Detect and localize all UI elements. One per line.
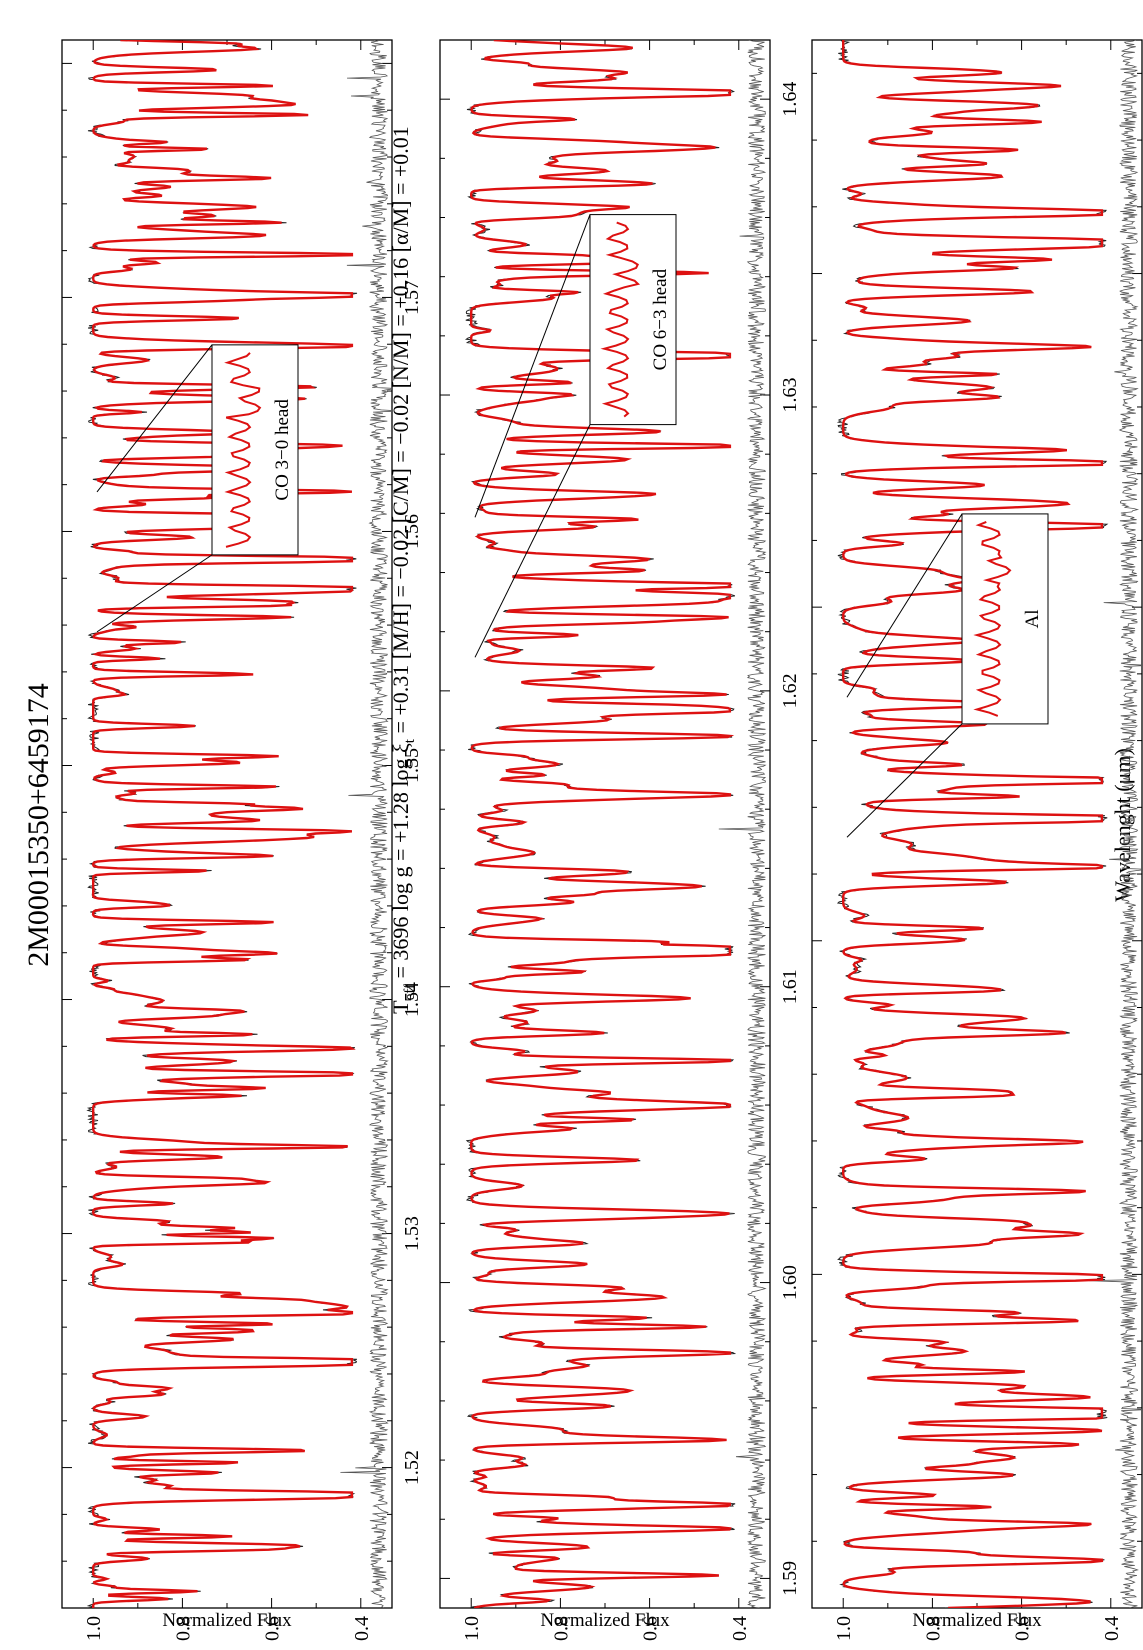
inset-3: Al <box>846 513 1049 838</box>
inset-label: Al <box>1022 609 1043 628</box>
y-tick-label: 1.0 <box>833 1616 855 1641</box>
inset-connector <box>96 554 213 633</box>
residual-line <box>340 40 392 1608</box>
inset-connector <box>474 214 591 518</box>
inset-2: CO 6−3 head <box>474 214 677 658</box>
spectrum-panel-1: 1.52 1.53 1.54 1.55 1.56 1.57 0.4 0.6 0.8 1.0 Norm… <box>61 39 423 1641</box>
inset-label: CO 6−3 head <box>650 268 671 370</box>
inset-1: CO 3−0 head <box>96 344 299 633</box>
y-tick-label: 0.4 <box>1101 1616 1123 1641</box>
x-tick-label: 1.56 <box>401 514 423 549</box>
x-tick-label: 1.63 <box>779 378 801 413</box>
y-tick-label: 0.6 <box>640 1616 662 1641</box>
param-teff-label: T <box>388 1000 413 1014</box>
param-teff-sub: eff <box>402 984 418 1000</box>
y-tick-label: 0.8 <box>172 1616 194 1641</box>
y-tick-label: 1.0 <box>461 1616 483 1641</box>
param-xi-sub: t <box>402 738 418 743</box>
y-tick-label: 0.4 <box>351 1616 373 1641</box>
y-axis-label: Normalized Flux <box>162 1610 292 1631</box>
inset-connector <box>96 344 213 493</box>
x-tick-label: 1.59 <box>779 1561 801 1596</box>
inset-connector <box>474 424 591 658</box>
x-tick-label: 1.53 <box>401 1216 423 1251</box>
x-tick-label: 1.54 <box>401 982 423 1017</box>
x-tick-label: 1.55 <box>401 748 423 783</box>
y-tick-label: 0.6 <box>262 1616 284 1641</box>
y-tick-label: 0.6 <box>1012 1616 1034 1641</box>
x-tick-label: 1.62 <box>779 673 801 708</box>
panel-frame <box>61 39 393 1609</box>
figure-title: 2M00015350+6459174 <box>22 683 55 967</box>
inset-spectrum-line <box>224 352 262 548</box>
inset-connector <box>846 723 963 838</box>
spectrum-panel-3: 1.651.661.671.681.690.40.60.81.0Normaliz… <box>811 39 1143 1641</box>
inset-frame <box>589 214 677 426</box>
x-tick-label: 1.60 <box>779 1265 801 1300</box>
spectrum-panel-2: 1.59 1.60 1.61 1.62 1.63 1.64 0.4 0.6 0.8 1.0 Norm… <box>439 39 801 1641</box>
y-tick-label: 0.4 <box>729 1616 751 1641</box>
stellar-parameters: Teff = 3696 log g = +1.28 log ξt = +0.31… <box>388 126 418 1014</box>
inset-frame <box>211 344 299 556</box>
model-spectrum-line <box>91 40 356 1608</box>
inset-spectrum-line <box>600 221 641 418</box>
residual-line <box>1089 40 1142 1608</box>
y-tick-label: 0.8 <box>922 1616 944 1641</box>
x-tick-label: 1.57 <box>401 280 423 315</box>
x-tick-label: 1.52 <box>401 1450 423 1485</box>
model-spectrum-line <box>470 40 735 1608</box>
y-axis-label: Normalized Flux <box>912 1610 1042 1631</box>
inset-connector <box>846 513 963 698</box>
model-spectrum-line <box>842 40 1104 1608</box>
inset-spectrum-line <box>973 520 1012 717</box>
x-tick-label: 1.61 <box>779 969 801 1004</box>
y-tick-label: 1.0 <box>83 1616 105 1641</box>
observed-spectrum-line <box>86 40 358 1608</box>
y-tick-label: 0.8 <box>550 1616 572 1641</box>
residual-line <box>718 40 767 1608</box>
x-tick-label: 1.64 <box>779 82 801 117</box>
inset-label: CO 3−0 head <box>272 399 293 501</box>
y-axis-label: Normalized Flux <box>540 1610 670 1631</box>
